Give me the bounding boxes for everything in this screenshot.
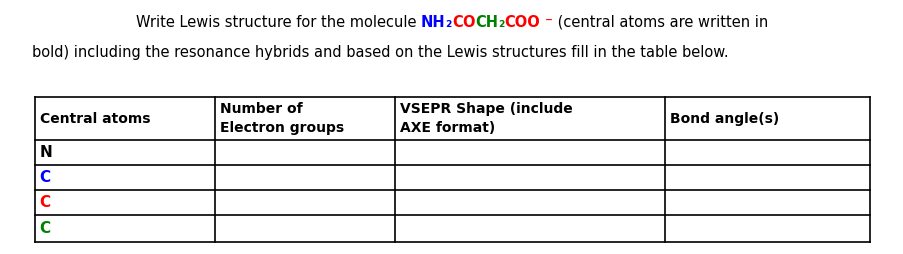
Text: VSEPR Shape (include: VSEPR Shape (include xyxy=(399,102,572,116)
Text: C: C xyxy=(452,15,462,30)
Text: (central atoms are written in: (central atoms are written in xyxy=(553,15,768,30)
Text: Electron groups: Electron groups xyxy=(219,121,343,135)
Text: ⁻: ⁻ xyxy=(540,15,553,30)
Text: CH: CH xyxy=(475,15,498,30)
Text: ₂: ₂ xyxy=(498,15,504,30)
Text: ₂: ₂ xyxy=(445,15,452,30)
Text: C: C xyxy=(40,170,51,185)
Text: AXE format): AXE format) xyxy=(399,121,494,135)
Text: Bond angle(s): Bond angle(s) xyxy=(669,112,777,125)
Text: NH: NH xyxy=(421,15,445,30)
Text: O: O xyxy=(462,15,475,30)
Text: C: C xyxy=(40,221,51,236)
Text: COO: COO xyxy=(504,15,540,30)
Text: Central atoms: Central atoms xyxy=(40,112,150,125)
Text: C: C xyxy=(40,195,51,210)
Text: N: N xyxy=(40,145,52,160)
Text: Write Lewis structure for the molecule: Write Lewis structure for the molecule xyxy=(135,15,421,30)
Text: bold) including the resonance hybrids and based on the Lewis structures fill in : bold) including the resonance hybrids an… xyxy=(32,45,728,60)
Text: Number of: Number of xyxy=(219,102,302,116)
